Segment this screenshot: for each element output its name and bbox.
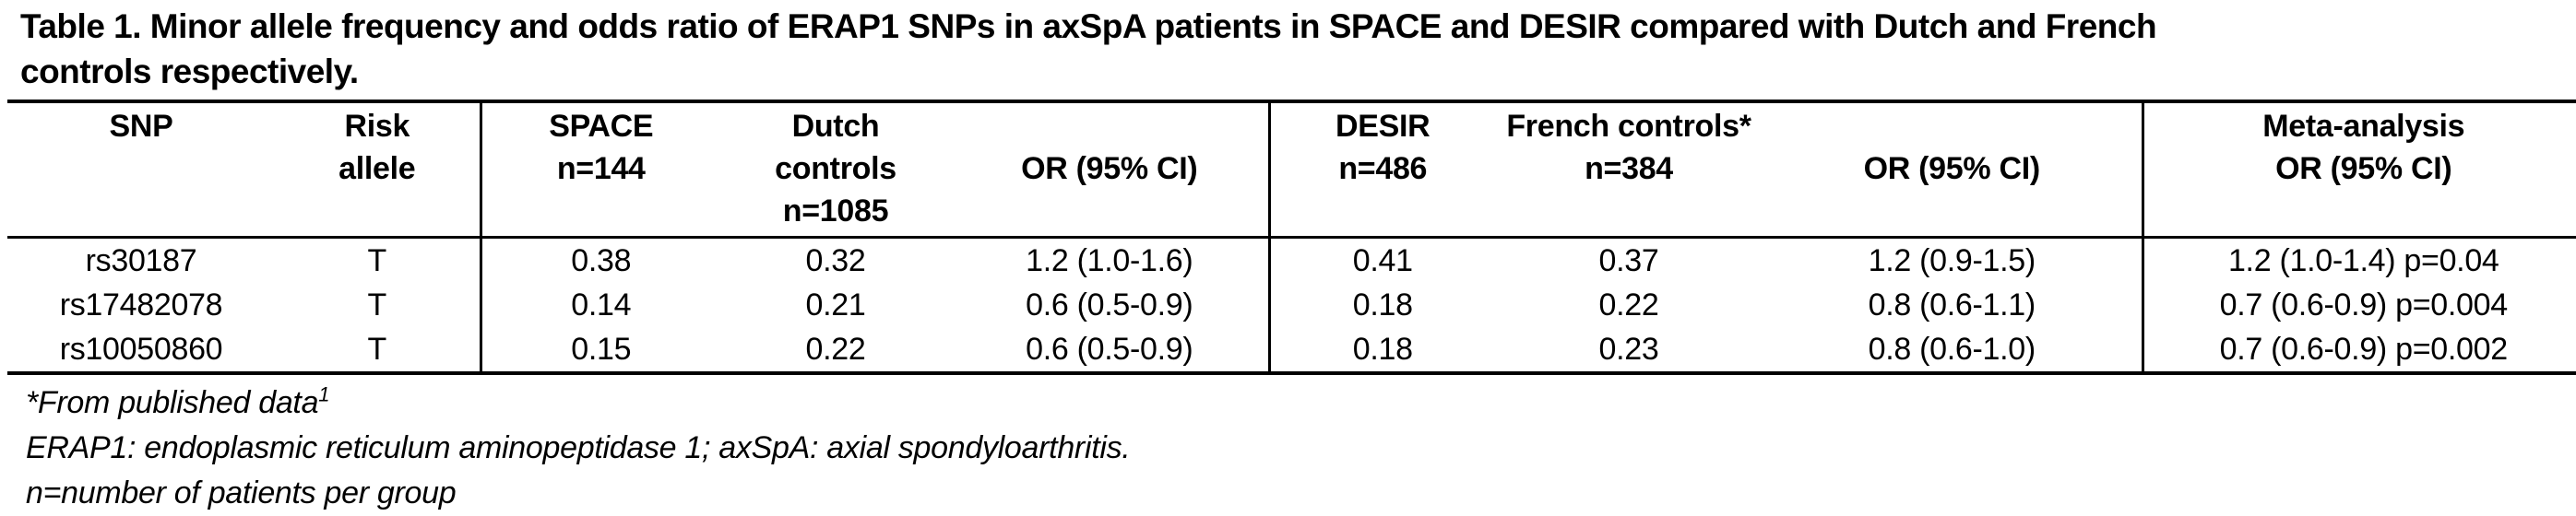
column-header-snp: SNP [7,100,275,239]
cell-or-space: 0.6 (0.5-0.9) [1026,287,1193,322]
cell-space: 0.38 [479,237,720,283]
column-header-or-space: OR (95% CI) [951,100,1269,239]
column-header-risk-allele: Risk allele [275,100,481,239]
table-row: rs30187 T 0.38 0.32 1.2 (1.0-1.6) 0.41 0.37 1.2… [7,237,2576,283]
document-page: Table 1. Minor allele frequency and odds… [0,4,2576,516]
table-title-line-2: controls respectively. [20,53,359,90]
cell-or-desir: 1.2 (0.9-1.5) [1868,242,2036,278]
cell-dutch-controls: 0.32 [805,242,866,278]
cell-space: 0.15 [479,327,720,375]
cell-risk-allele: T [367,242,387,278]
cell-desir: 0.18 [1267,283,1495,327]
table-header-row: SNP Risk allele SPACE n=144 Dutch controls n=10… [7,100,2576,239]
column-header-or-desir: OR (95% CI) [1763,100,2143,239]
cell-or-space: 1.2 (1.0-1.6) [1026,242,1193,278]
cell-snp: rs30187 [85,242,197,278]
cell-meta-analysis: 0.7 (0.6-0.9) p=0.004 [2141,283,2576,327]
footnote-n-definition: n=number of patients per group [26,475,457,510]
citation-superscript: 1 [318,382,330,406]
column-header-space: SPACE n=144 [479,100,720,239]
cell-meta-analysis: 0.7 (0.6-0.9) p=0.002 [2141,327,2576,375]
cell-desir: 0.18 [1267,327,1495,375]
cell-french-controls: 0.22 [1598,287,1659,322]
footnote-abbreviations: ERAP1: endoplasmic reticulum aminopeptid… [26,430,1131,465]
cell-dutch-controls: 0.21 [805,287,866,322]
cell-space: 0.14 [479,283,720,327]
column-header-french-controls: French controls* n=384 [1495,100,1763,239]
cell-or-desir: 0.8 (0.6-1.1) [1868,287,2036,322]
cell-or-space: 0.6 (0.5-0.9) [951,327,1269,375]
cell-snp: rs17482078 [59,287,223,322]
column-header-desir: DESIR n=486 [1267,100,1495,239]
table-row: rs10050860 T 0.15 0.22 0.6 (0.5-0.9) 0.18 0.23… [7,327,2576,375]
table-row: rs17482078 T 0.14 0.21 0.6 (0.5-0.9) 0.18 0.22… [7,283,2576,327]
cell-risk-allele: T [275,327,481,375]
cell-french-controls: 0.37 [1598,242,1659,278]
table-title-line-1: Table 1. Minor allele frequency and odds… [20,7,2157,45]
cell-desir: 0.41 [1267,237,1495,283]
cell-risk-allele: T [367,287,387,322]
column-header-dutch-controls: Dutch controls n=1085 [720,100,951,239]
cell-dutch-controls: 0.22 [720,327,951,375]
snp-frequency-table: SNP Risk allele SPACE n=144 Dutch controls n=10… [7,100,2576,375]
column-header-meta-analysis: Meta-analysis OR (95% CI) [2141,100,2576,239]
cell-snp: rs10050860 [7,327,275,375]
cell-meta-analysis: 1.2 (1.0-1.4) p=0.04 [2141,237,2576,283]
table-title: Table 1. Minor allele frequency and odds… [0,4,2576,94]
cell-or-desir: 0.8 (0.6-1.0) [1763,327,2143,375]
footnotes: *From published data1 ERAP1: endoplasmic… [26,381,2576,516]
cell-french-controls: 0.23 [1495,327,1763,375]
footnote-published-data: *From published data1 [26,382,330,420]
